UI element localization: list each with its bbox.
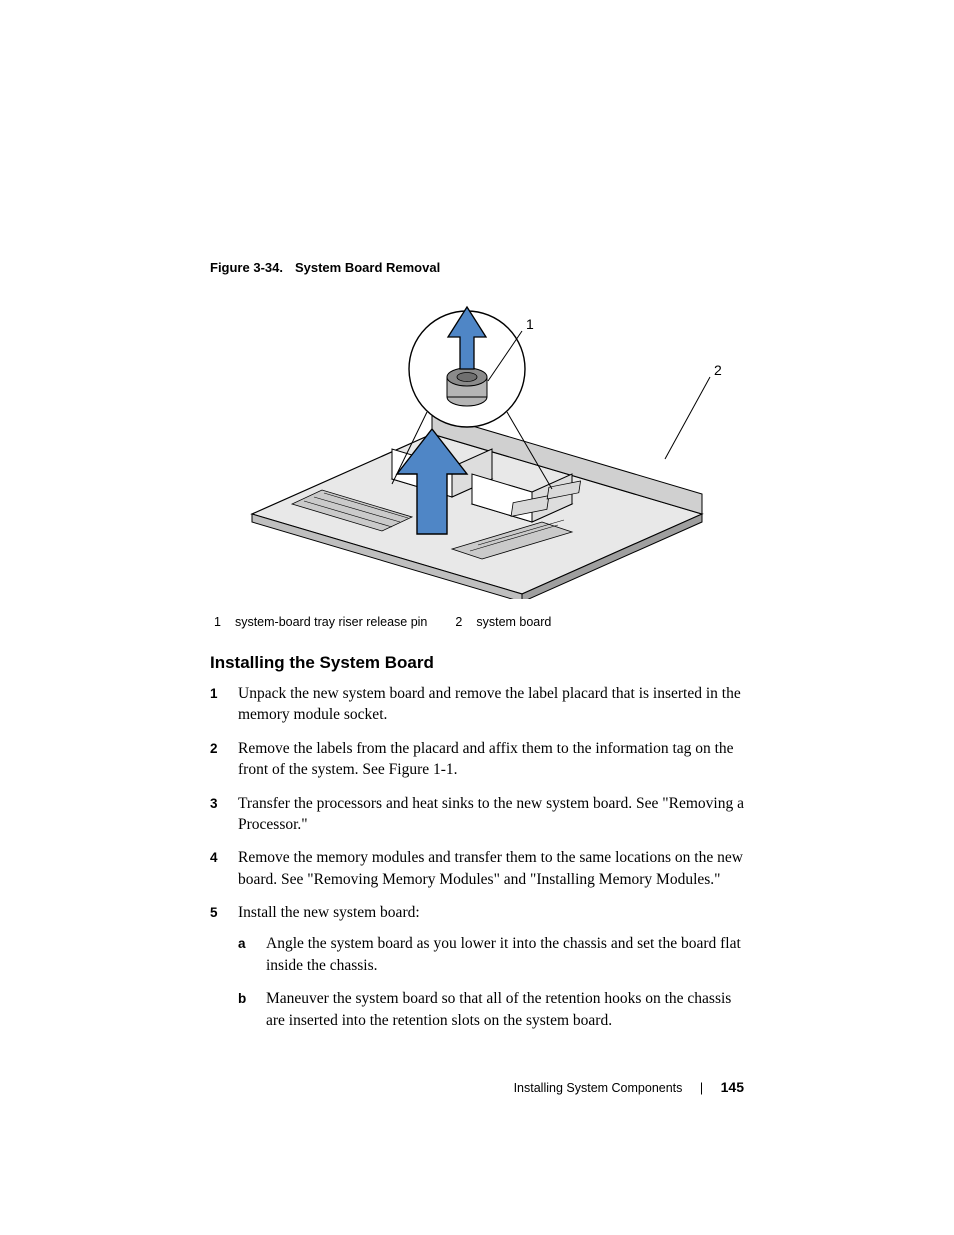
step-number: 4 [210,847,238,890]
substep-list: a Angle the system board as you lower it… [238,933,744,1031]
step-3: 3 Transfer the processors and heat sinks… [210,793,744,836]
step-1: 1 Unpack the new system board and remove… [210,683,744,726]
procedure-list: 1 Unpack the new system board and remove… [210,683,744,1043]
step-text: Remove the labels from the placard and a… [238,738,744,781]
step-text: Remove the memory modules and transfer t… [238,847,744,890]
callout-2: 2 [665,362,722,459]
footer-page-number: 145 [721,1079,744,1095]
footer-section: Installing System Components [514,1081,683,1095]
step-number: 5 [210,902,238,1043]
figure-title: System Board Removal [295,260,440,275]
manual-page: Figure 3-34. System Board Removal [0,0,954,1235]
step-text: Install the new system board: a Angle th… [238,902,744,1043]
step-5: 5 Install the new system board: a Angle … [210,902,744,1043]
step-number: 3 [210,793,238,836]
svg-text:2: 2 [714,362,722,378]
substep-text: Angle the system board as you lower it i… [266,933,744,976]
step-text: Unpack the new system board and remove t… [238,683,744,726]
legend-number-2: 2 [455,615,462,629]
substep-text: Maneuver the system board so that all of… [266,988,744,1031]
step-text: Transfer the processors and heat sinks t… [238,793,744,836]
step-2: 2 Remove the labels from the placard and… [210,738,744,781]
svg-text:1: 1 [526,316,534,332]
section-heading: Installing the System Board [210,653,744,673]
substep-a: a Angle the system board as you lower it… [238,933,744,976]
legend-number-1: 1 [214,615,221,629]
step-4: 4 Remove the memory modules and transfer… [210,847,744,890]
legend-text-1: system-board tray riser release pin [235,615,427,629]
step-lead-text: Install the new system board: [238,904,420,921]
figure-caption: Figure 3-34. System Board Removal [210,260,744,275]
figure-number: Figure 3-34. [210,260,283,275]
figure-system-board-removal: 2 1 [222,289,732,599]
step-number: 1 [210,683,238,726]
figure-legend: 1 system-board tray riser release pin 2 sys… [210,615,744,629]
system-board-illustration [252,414,702,599]
system-board-svg: 2 1 [222,289,732,599]
substep-b: b Maneuver the system board so that all … [238,988,744,1031]
substep-letter: a [238,933,266,976]
page-footer: Installing System Components | 145 [514,1079,744,1095]
footer-separator: | [700,1081,703,1095]
legend-text-2: system board [476,615,551,629]
substep-letter: b [238,988,266,1031]
step-number: 2 [210,738,238,781]
